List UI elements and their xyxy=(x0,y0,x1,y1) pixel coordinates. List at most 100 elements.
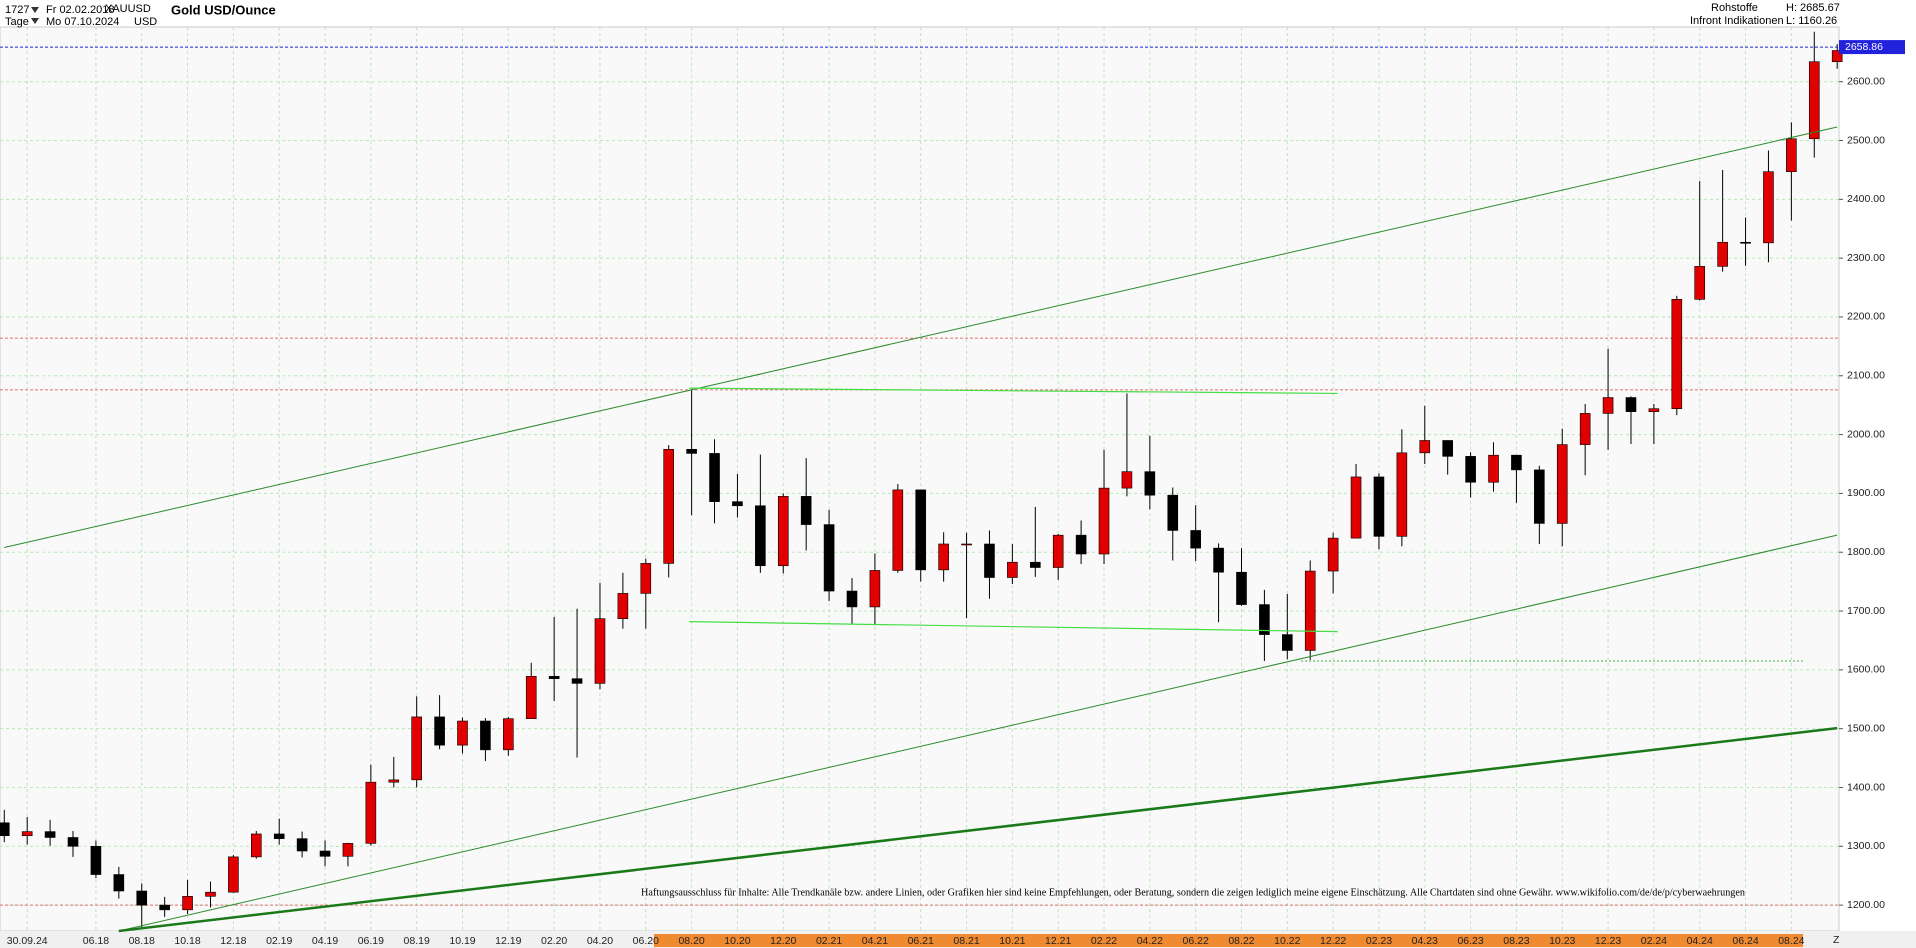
y-tick-label: 1900.00 xyxy=(1847,487,1885,499)
candle-body xyxy=(1213,547,1224,573)
candle-body xyxy=(961,543,972,546)
candle-body xyxy=(1259,604,1270,635)
period[interactable]: Tage xyxy=(5,16,29,28)
candle-body xyxy=(617,593,629,619)
candle-body xyxy=(823,524,835,592)
candle-body xyxy=(1144,471,1156,496)
candle-body xyxy=(1602,397,1614,414)
high-value: H: 2685.67 xyxy=(1786,2,1840,14)
candle-body xyxy=(1465,456,1476,483)
x-tick-label: 06.20 xyxy=(633,935,659,947)
x-tick-label: 06.22 xyxy=(1183,935,1209,947)
candle-body xyxy=(1808,61,1820,140)
x-tick-label: 02.22 xyxy=(1091,935,1117,947)
candle-body xyxy=(1098,487,1110,555)
x-tick-label: 12.23 xyxy=(1595,935,1621,947)
candle-body xyxy=(1556,444,1568,524)
candle-body xyxy=(686,448,697,454)
x-tick-label: 02.19 xyxy=(266,935,292,947)
candle-body xyxy=(1717,241,1728,267)
candle-body xyxy=(251,833,262,858)
x-tick-label: 08.20 xyxy=(678,935,704,947)
category: Rohstoffe xyxy=(1711,2,1758,14)
y-tick-label: 1600.00 xyxy=(1847,664,1885,676)
candle-body xyxy=(869,570,881,608)
candle-body xyxy=(1167,494,1179,531)
instrument-name: Gold USD/Ounce xyxy=(171,2,276,17)
y-tick-label: 2000.00 xyxy=(1847,428,1885,440)
candle-body xyxy=(388,779,400,783)
trendline xyxy=(689,387,1338,395)
candle-body xyxy=(182,895,193,911)
x-tick-label: 04.24 xyxy=(1687,935,1713,947)
y-tick-label: 1700.00 xyxy=(1847,605,1885,617)
candle-body xyxy=(1763,171,1774,244)
x-tick-label: 06.21 xyxy=(908,935,934,947)
y-tick-label: 2500.00 xyxy=(1847,134,1885,146)
candle-body xyxy=(1694,266,1706,300)
candle-body xyxy=(800,496,812,525)
x-tick-label: 30.09.24 xyxy=(7,935,48,947)
x-tick-label: 04.19 xyxy=(312,935,338,947)
candle-body xyxy=(205,891,216,897)
start-date: Fr 02.02.2018 xyxy=(46,4,115,16)
candle-body xyxy=(434,716,445,746)
y-tick-label: 1300.00 xyxy=(1847,840,1885,852)
candle-body xyxy=(938,543,949,571)
candle-body xyxy=(1121,471,1133,489)
candle-body xyxy=(1740,241,1751,244)
x-tick-label: 08.19 xyxy=(404,935,430,947)
last-price-label: 2658.86 xyxy=(1845,41,1883,53)
y-tick-label: 2600.00 xyxy=(1847,75,1885,87)
currency: USD xyxy=(134,16,157,28)
y-tick-label: 1500.00 xyxy=(1847,722,1885,734)
x-tick-label: 08.22 xyxy=(1228,935,1254,947)
candle-body xyxy=(640,563,652,594)
trendline xyxy=(118,534,1838,932)
plot-area xyxy=(0,26,1840,932)
candle-body xyxy=(1511,454,1522,471)
candle-body xyxy=(1190,530,1201,549)
x-tick-label: 12.18 xyxy=(220,935,246,947)
x-tick-label: 12.20 xyxy=(770,935,796,947)
trendline xyxy=(4,126,1838,549)
dropdown-icon[interactable] xyxy=(31,18,39,24)
x-tick-label: 08.23 xyxy=(1503,935,1529,947)
candle-body xyxy=(709,453,720,502)
candle-body xyxy=(0,822,10,837)
x-tick-label: 02.20 xyxy=(541,935,567,947)
y-tick-label: 1200.00 xyxy=(1847,899,1885,911)
candle-body xyxy=(90,846,102,875)
x-tick-label: 04.23 xyxy=(1412,935,1438,947)
candle-body xyxy=(548,676,560,679)
candle-body xyxy=(1786,138,1797,172)
x-tick-label: 04.20 xyxy=(587,935,613,947)
source: Infront Indikationen xyxy=(1690,15,1784,27)
x-tick-label: 10.23 xyxy=(1549,935,1575,947)
candle-body xyxy=(1075,534,1087,555)
candle-body xyxy=(1029,561,1041,568)
x-tick-label: 10.20 xyxy=(724,935,750,947)
x-tick-label: 04.21 xyxy=(862,935,888,947)
candle-body xyxy=(1671,299,1683,410)
candle-body xyxy=(1831,50,1843,63)
dropdown-icon[interactable] xyxy=(31,7,39,13)
candle-body xyxy=(67,837,79,847)
candle-body xyxy=(663,448,675,564)
y-tick-label: 2200.00 xyxy=(1847,311,1885,323)
candle-body xyxy=(319,850,331,857)
candle-body xyxy=(1304,570,1316,651)
candle-body xyxy=(457,720,468,746)
candle-body xyxy=(503,718,514,751)
x-tick-label: 06.18 xyxy=(83,935,109,947)
candle-body xyxy=(1236,571,1247,605)
candle-body xyxy=(571,678,583,684)
candle-body xyxy=(480,720,491,751)
trendline xyxy=(118,726,1838,933)
y-tick-label: 2300.00 xyxy=(1847,252,1885,264)
x-tick-label: 08.21 xyxy=(953,935,979,947)
candle-body xyxy=(755,505,766,567)
candle-body xyxy=(1579,413,1591,445)
x-tick-label: 10.19 xyxy=(449,935,475,947)
